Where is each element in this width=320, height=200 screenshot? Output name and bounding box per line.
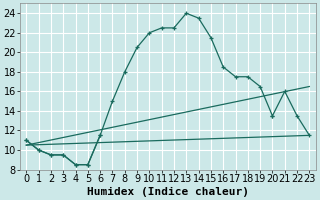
- X-axis label: Humidex (Indice chaleur): Humidex (Indice chaleur): [87, 186, 249, 197]
